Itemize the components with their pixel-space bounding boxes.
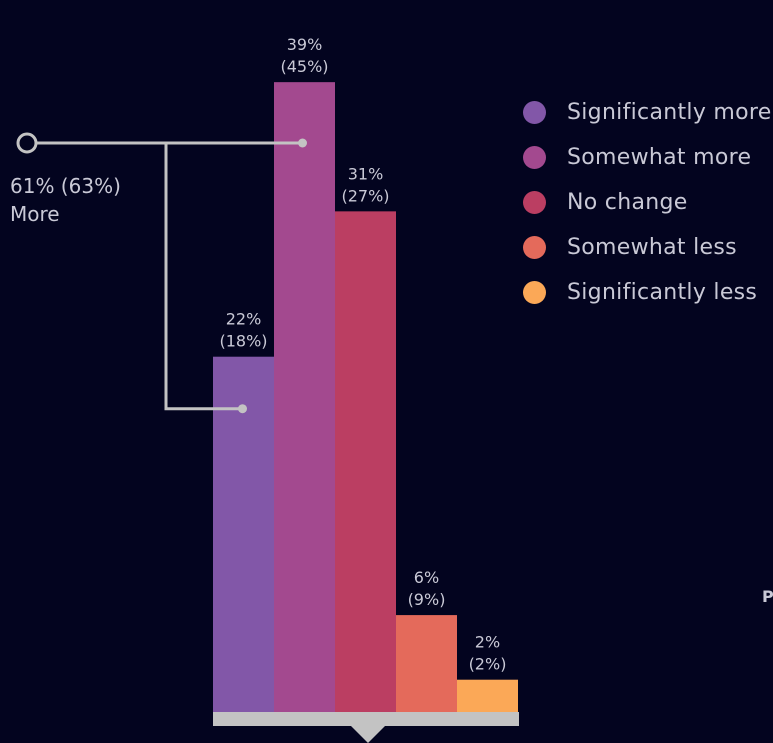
bar-secondary-label: (18%)	[219, 332, 267, 351]
baseline-bar	[213, 712, 519, 726]
bracket-end-dot	[298, 138, 307, 148]
more-callout-label: More	[10, 202, 60, 226]
bar-significantly-less	[457, 679, 518, 712]
legend-item: Somewhat less	[523, 225, 772, 270]
legend-item: Significantly less	[523, 270, 772, 315]
legend-item: No change	[523, 180, 772, 225]
legend-item: Somewhat more	[523, 135, 772, 180]
bracket-origin-marker	[16, 132, 38, 154]
bar-secondary-label: (9%)	[408, 590, 446, 609]
legend-label: Somewhat more	[567, 145, 752, 170]
legend-swatch	[523, 236, 546, 259]
legend-label: Significantly more	[567, 100, 772, 125]
bar-no-change	[335, 211, 396, 712]
more-callout-value: 61% (63%)	[10, 174, 121, 198]
truncated-text: P	[762, 587, 773, 606]
bar-somewhat-less	[396, 615, 457, 712]
legend-swatch	[523, 191, 546, 214]
legend-label: Significantly less	[567, 280, 758, 305]
bar-secondary-label: (27%)	[341, 186, 389, 205]
bar-secondary-label: (45%)	[280, 57, 328, 76]
legend: Significantly more Somewhat more No change…	[523, 90, 772, 315]
data-labels-group: 22% (18%) 39% (45%) 31% (27%) 6% (9%) 2% (2%)	[219, 35, 506, 674]
bar-value-label: 2%	[475, 633, 500, 652]
legend-item: Significantly more	[523, 90, 772, 135]
baseline-pointer	[351, 726, 385, 743]
more-callout: 61% (63%) More	[10, 172, 121, 228]
bracket-lines	[36, 141, 299, 411]
legend-swatch	[523, 281, 546, 304]
legend-swatch	[523, 146, 546, 169]
bar-value-label: 6%	[414, 568, 439, 587]
legend-label: Somewhat less	[567, 235, 737, 260]
bracket-end-dot	[238, 404, 247, 414]
bar-value-label: 39%	[287, 35, 323, 54]
bar-significantly-more	[213, 356, 274, 712]
legend-label: No change	[567, 190, 688, 215]
more-bracket	[16, 132, 307, 414]
bar-value-label: 22%	[226, 310, 262, 329]
bars-group	[213, 82, 518, 712]
bar-secondary-label: (2%)	[469, 655, 507, 674]
bar-value-label: 31%	[348, 164, 384, 183]
bar-somewhat-more	[274, 82, 335, 712]
legend-swatch	[523, 101, 546, 124]
